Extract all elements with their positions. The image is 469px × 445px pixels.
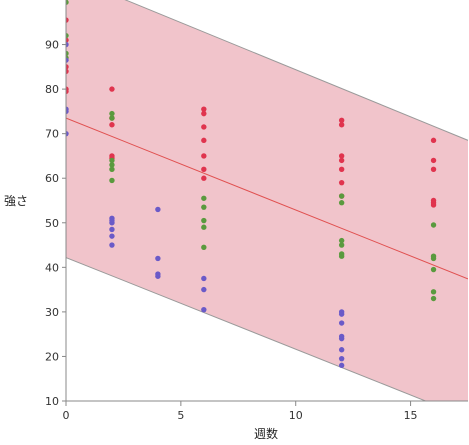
y-tick-label: 50 [45,217,59,230]
data-point-green-21 [430,222,437,228]
data-point-blue-20 [338,320,345,326]
prediction-band [66,0,468,401]
data-point-blue-12 [155,255,161,262]
data-point-blue-8 [109,226,115,233]
prediction-band-upper-edge [124,0,468,141]
data-point-green-13 [201,224,207,230]
data-point-red-2 [66,64,69,70]
data-point-blue-3 [66,108,69,115]
data-point-red-5 [66,88,69,95]
y-tick-label: 70 [45,128,59,141]
x-axis-title: 週数 [254,426,278,441]
data-point-green-2 [66,50,69,57]
data-point-red-11 [201,106,207,112]
data-point-blue-16 [201,286,207,293]
data-point-green-20 [338,253,345,259]
prediction-band-lower-edge [66,257,427,401]
data-point-red-27 [430,166,437,173]
data-point-blue-24 [338,355,345,362]
data-point-green-25 [430,289,437,295]
data-point-red-20 [338,153,345,159]
data-point-red-12 [201,110,207,117]
data-point-red-19 [338,122,345,128]
data-point-green-14 [201,244,207,250]
data-point-red-0 [66,17,69,23]
data-point-blue-19 [338,311,345,317]
data-point-green-10 [201,195,207,201]
data-point-blue-4 [66,130,69,137]
data-point-red-15 [201,153,207,159]
data-point-green-8 [109,166,115,173]
data-point-green-17 [338,237,345,244]
data-point-blue-22 [338,335,345,342]
y-tick-label: 60 [45,172,59,185]
y-tick-label: 40 [45,261,59,274]
y-axis-title: 強さ [4,194,28,208]
data-point-blue-10 [109,242,115,248]
plot-area [66,0,468,401]
data-point-blue-25 [338,362,345,369]
data-point-red-13 [201,124,207,130]
x-tick-label: 15 [404,409,418,422]
y-tick-label: 20 [45,350,59,363]
data-point-red-23 [338,179,345,186]
data-point-green-15 [338,193,345,199]
x-tick-label: 10 [289,409,303,422]
data-point-green-16 [338,200,345,206]
axes: 10 20 30 40 50 60 70 80 90 0 5 10 15 [45,0,468,422]
y-tick-label: 10 [45,395,59,408]
data-point-red-8 [109,122,115,128]
data-point-blue-1 [66,57,69,63]
y-tick-label: 90 [45,39,59,52]
data-point-green-9 [109,177,115,184]
data-point-blue-11 [155,206,161,213]
data-point-green-23 [430,255,437,262]
data-point-red-1 [66,37,69,43]
data-point-red-16 [201,166,207,173]
data-point-green-1 [66,32,69,39]
data-point-blue-7 [109,220,115,226]
data-point-green-0 [66,0,69,5]
data-point-blue-23 [338,347,345,353]
data-point-blue-17 [201,306,207,313]
x-axis-ticks: 0 5 10 15 [63,401,418,422]
data-point-blue-0 [66,41,69,48]
x-tick-label: 0 [63,409,70,422]
data-point-red-17 [201,175,207,181]
y-tick-label: 80 [45,83,59,96]
data-point-blue-14 [155,273,161,279]
data-point-green-26 [430,295,437,302]
data-point-red-18 [338,117,345,124]
data-point-red-22 [338,166,345,173]
fit-line [66,117,468,280]
data-point-blue-9 [109,233,115,239]
data-point-green-24 [430,266,437,273]
data-point-green-18 [338,242,345,248]
data-points [66,0,437,369]
y-axis-ticks: 10 20 30 40 50 60 70 80 90 [45,39,66,408]
data-point-red-30 [430,202,437,208]
data-point-green-11 [201,204,207,210]
data-point-red-25 [430,137,437,144]
data-point-green-5 [109,115,115,121]
y-tick-label: 30 [45,306,59,319]
x-tick-label: 5 [177,409,184,422]
data-point-red-21 [338,157,345,164]
data-point-red-26 [430,157,437,164]
data-point-red-3 [66,68,69,74]
data-point-green-7 [109,162,115,168]
data-point-blue-15 [201,275,207,282]
data-point-red-6 [109,86,115,92]
data-point-red-14 [201,137,207,144]
data-point-green-12 [201,217,207,224]
data-point-green-6 [109,157,115,164]
data-point-green-4 [109,110,115,117]
